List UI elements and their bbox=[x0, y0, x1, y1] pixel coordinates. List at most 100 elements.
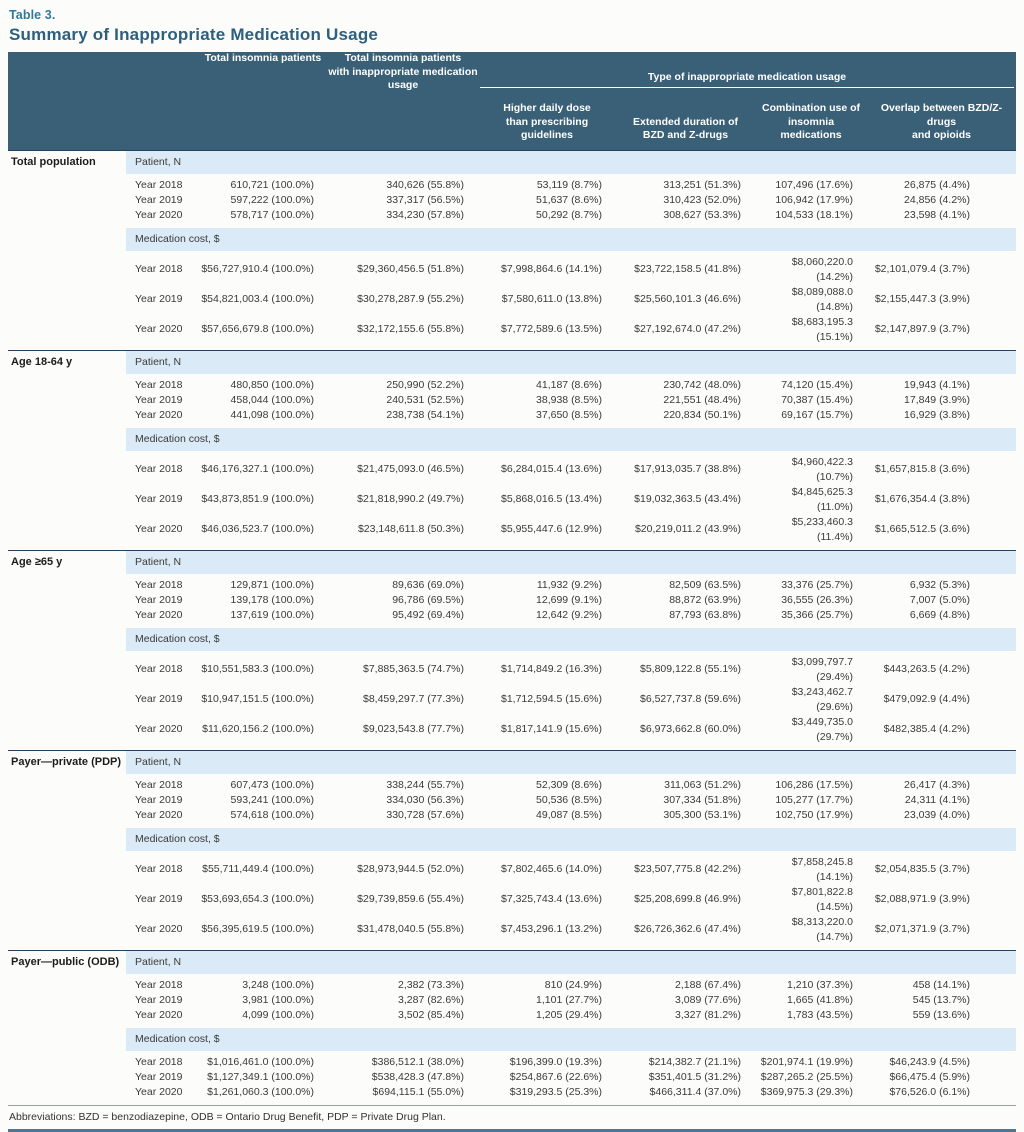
value-cell: $46,036,523.7 (100.0%) bbox=[201, 523, 314, 536]
value-cell: $25,208,699.8 (46.9%) bbox=[634, 893, 741, 906]
value-cell: 96,786 (69.5%) bbox=[392, 593, 464, 606]
value-cell: 310,423 (52.0%) bbox=[663, 193, 741, 206]
table-body: Total population Patient, N Year 2018 610,7… bbox=[8, 149, 1016, 1106]
value-cell: 458 (14.1%) bbox=[912, 978, 970, 991]
spacer-cell bbox=[8, 1007, 126, 1028]
value-cell: $2,155,447.3 (3.9%) bbox=[874, 293, 970, 306]
value-cell: 139,178 (100.0%) bbox=[230, 593, 314, 606]
value-cell: $287,265.2 (25.5%) bbox=[760, 1070, 853, 1083]
year-label: Year 2018 bbox=[135, 778, 183, 791]
value-cell: $10,551,583.3 (100.0%) bbox=[201, 663, 314, 676]
year-label: Year 2018 bbox=[135, 463, 183, 476]
year-label: Year 2018 bbox=[135, 1055, 183, 1068]
value-cell: 35,366 (25.7%) bbox=[781, 608, 853, 621]
value-cell: 810 (24.9%) bbox=[544, 978, 602, 991]
value-cell: $5,868,016.5 (13.4%) bbox=[501, 493, 602, 506]
year-label: Year 2020 bbox=[135, 523, 183, 536]
header-combination-use: Combination use of insomnia medications bbox=[755, 101, 867, 151]
value-cell: 1,783 (43.5%) bbox=[787, 1008, 853, 1021]
row-group-label: Patient, N bbox=[126, 749, 1016, 774]
data-row: Year 2019 $10,947,151.5 (100.0%) $8,459,29… bbox=[8, 684, 1016, 715]
spacer-cell bbox=[8, 407, 126, 428]
value-cell: 24,311 (4.1%) bbox=[904, 793, 970, 806]
section-header-row: Payer—public (ODB) Patient, N bbox=[8, 949, 1016, 974]
value-cell: $196,399.0 (19.3%) bbox=[509, 1055, 602, 1068]
year-label: Year 2019 bbox=[135, 593, 183, 606]
value-cell: 36,555 (26.3%) bbox=[781, 593, 853, 606]
value-cell: 334,230 (57.8%) bbox=[386, 208, 464, 221]
value-cell: 578,717 (100.0%) bbox=[230, 208, 314, 221]
value-cell: $7,802,465.6 (14.0%) bbox=[501, 863, 602, 876]
value-cell: $8,459,297.7 (77.3%) bbox=[363, 693, 464, 706]
value-cell: $4,960,422.3 (10.7%) bbox=[791, 455, 853, 483]
value-cell: $6,284,015.4 (13.6%) bbox=[501, 463, 602, 476]
value-cell: 95,492 (69.4%) bbox=[392, 608, 464, 621]
value-cell: 221,551 (48.4%) bbox=[663, 393, 741, 406]
row-group-label: Medication cost, $ bbox=[126, 1027, 1016, 1051]
value-cell: $5,809,122.8 (55.1%) bbox=[640, 663, 741, 676]
spacer-cell bbox=[8, 992, 126, 1008]
value-cell: $1,817,141.9 (15.6%) bbox=[501, 723, 602, 736]
value-cell: $27,192,674.0 (47.2%) bbox=[634, 323, 741, 336]
value-cell: $1,016,461.0 (100.0%) bbox=[207, 1055, 314, 1068]
year-label: Year 2018 bbox=[135, 863, 183, 876]
value-cell: 23,039 (4.0%) bbox=[904, 808, 970, 821]
spacer-cell bbox=[8, 850, 126, 885]
value-cell: 3,502 (85.4%) bbox=[398, 1008, 464, 1021]
value-cell: $23,507,775.8 (42.2%) bbox=[634, 863, 741, 876]
spacer-cell bbox=[8, 514, 126, 551]
header-higher-daily-dose: Higher daily dose than prescribing guide… bbox=[478, 101, 616, 151]
section-label: Age 18-64 y bbox=[8, 349, 126, 374]
value-cell: $1,665,512.5 (3.6%) bbox=[874, 523, 970, 536]
value-cell: 38,938 (8.5%) bbox=[536, 393, 602, 406]
row-group-label: Medication cost, $ bbox=[126, 427, 1016, 451]
value-cell: 441,098 (100.0%) bbox=[230, 408, 314, 421]
value-cell: $46,176,327.1 (100.0%) bbox=[201, 463, 314, 476]
spacer-cell bbox=[8, 973, 126, 993]
value-cell: $43,873,851.9 (100.0%) bbox=[201, 493, 314, 506]
value-cell: 106,942 (17.9%) bbox=[775, 193, 853, 206]
value-cell: 3,327 (81.2%) bbox=[675, 1008, 741, 1021]
value-cell: $2,147,897.9 (3.7%) bbox=[874, 323, 970, 336]
value-cell: $66,475.4 (5.9%) bbox=[889, 1070, 970, 1083]
value-cell: $8,683,195.3 (15.1%) bbox=[791, 315, 853, 343]
section-label bbox=[8, 227, 126, 251]
data-row: Year 2019 139,178 (100.0%) 96,786 (69.5%) 1… bbox=[8, 592, 1016, 608]
value-cell: 12,642 (9.2%) bbox=[536, 608, 602, 621]
value-cell: 52,309 (8.6%) bbox=[536, 778, 602, 791]
value-cell: 106,286 (17.5%) bbox=[775, 778, 853, 791]
value-cell: 3,981 (100.0%) bbox=[242, 993, 314, 1006]
value-cell: 337,317 (56.5%) bbox=[386, 193, 464, 206]
table-header: Total insomnia patients Total insomnia p… bbox=[8, 52, 1016, 151]
value-cell: 12,699 (9.1%) bbox=[536, 593, 602, 606]
value-cell: 313,251 (51.3%) bbox=[663, 178, 741, 191]
abbreviations-footnote: Abbreviations: BZD = benzodiazepine, ODB… bbox=[9, 1110, 446, 1123]
data-row: Year 2019 458,044 (100.0%) 240,531 (52.5%)… bbox=[8, 392, 1016, 408]
group-header-row: Medication cost, $ bbox=[8, 1027, 1016, 1051]
value-cell: $2,071,371.9 (3.7%) bbox=[874, 923, 970, 936]
spacer-cell bbox=[8, 207, 126, 228]
data-row: Year 2020 4,099 (100.0%) 3,502 (85.4%) 1,20… bbox=[8, 1007, 1016, 1028]
value-cell: 480,850 (100.0%) bbox=[230, 378, 314, 391]
value-cell: 87,793 (63.8%) bbox=[669, 608, 741, 621]
value-cell: 574,618 (100.0%) bbox=[230, 808, 314, 821]
section-label bbox=[8, 827, 126, 851]
spacer-cell bbox=[8, 650, 126, 685]
value-cell: 24,856 (4.2%) bbox=[904, 193, 970, 206]
header-type-group-label: Type of inappropriate medication usage bbox=[480, 66, 1014, 89]
value-cell: $7,772,589.6 (13.5%) bbox=[501, 323, 602, 336]
value-cell: $46,243.9 (4.5%) bbox=[889, 1055, 970, 1068]
value-cell: 50,536 (8.5%) bbox=[536, 793, 602, 806]
value-cell: $7,801,822.8 (14.5%) bbox=[791, 885, 853, 913]
value-cell: 607,473 (100.0%) bbox=[230, 778, 314, 791]
value-cell: $694,115.1 (55.0%) bbox=[372, 1085, 464, 1098]
value-cell: 41,187 (8.6%) bbox=[536, 378, 602, 391]
value-cell: 70,387 (15.4%) bbox=[781, 393, 853, 406]
value-cell: $5,233,460.3 (11.4%) bbox=[791, 515, 853, 543]
value-cell: $21,818,990.2 (49.7%) bbox=[357, 493, 464, 506]
value-cell: 129,871 (100.0%) bbox=[230, 578, 314, 591]
header-overlap-opioids: Overlap between BZD/Z-drugs and opioids bbox=[867, 101, 1016, 151]
data-row: Year 2018 129,871 (100.0%) 89,636 (69.0%) 1… bbox=[8, 573, 1016, 593]
spacer-cell bbox=[8, 792, 126, 808]
year-label: Year 2018 bbox=[135, 578, 183, 591]
